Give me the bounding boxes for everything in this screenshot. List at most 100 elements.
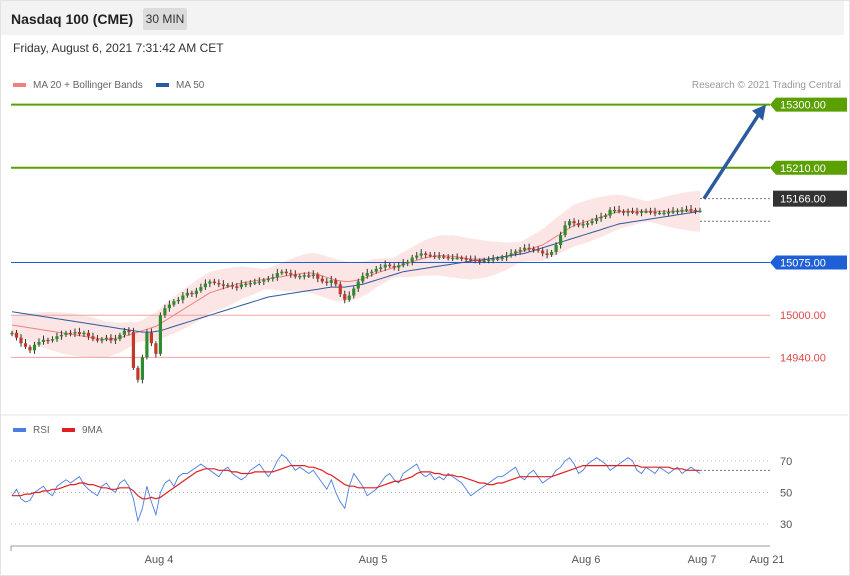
- candle-body: [253, 282, 257, 284]
- candle-body: [442, 256, 446, 258]
- candle-body: [693, 209, 698, 212]
- candle-body: [280, 271, 284, 274]
- rsi-tick-label: 70: [780, 456, 792, 468]
- candle-body: [626, 211, 630, 213]
- candle-body: [185, 292, 189, 296]
- candle-body: [446, 256, 450, 259]
- candle-body: [221, 284, 225, 286]
- candle-body: [23, 343, 28, 347]
- last-price-tag: [773, 190, 847, 207]
- candle-body: [473, 259, 477, 262]
- candle-body: [671, 211, 675, 213]
- candle-body: [662, 212, 666, 215]
- rsi-tick-label: 30: [780, 519, 792, 531]
- ma9-label: 9MA: [82, 425, 103, 436]
- candle-body: [167, 304, 171, 309]
- candle-body: [64, 332, 68, 335]
- candle-body: [406, 261, 410, 264]
- candle-body: [433, 255, 437, 258]
- target-arrow-head: [752, 104, 766, 121]
- candle-body: [55, 336, 59, 340]
- candle-body: [424, 253, 428, 255]
- rsi-ma9-line: [12, 465, 700, 500]
- candle-body: [244, 283, 248, 286]
- ma20-line: [11, 210, 700, 341]
- candle-body: [239, 284, 243, 288]
- candle-body: [621, 211, 626, 213]
- x-tick-label: Aug 4: [145, 554, 174, 566]
- rsi-line: [11, 453, 701, 523]
- x-tick-label: Aug 5: [359, 554, 388, 566]
- candle-body: [365, 273, 369, 276]
- legend-ma50: MA 50: [156, 80, 204, 91]
- candle-body: [410, 257, 414, 262]
- pivot-tag: [770, 255, 847, 270]
- target-tag: [770, 97, 847, 112]
- candle-body: [37, 341, 41, 345]
- candle-body: [401, 263, 405, 266]
- candle-body: [545, 253, 549, 255]
- candle-body: [648, 211, 653, 213]
- bollinger-band: [12, 190, 700, 358]
- candle-body: [212, 281, 216, 284]
- candle-body: [603, 215, 608, 218]
- candle-body: [576, 223, 581, 226]
- candle-body: [563, 225, 567, 236]
- candle-body: [680, 209, 684, 212]
- candle-body: [86, 332, 91, 337]
- last-price-label: 15166.00: [780, 194, 826, 206]
- candle-body: [500, 257, 504, 260]
- candle-body: [68, 332, 73, 335]
- legend-ma20: MA 20 + Bollinger Bands: [13, 80, 143, 91]
- legend-rsi: RSI: [13, 425, 50, 436]
- candle-body: [316, 274, 320, 279]
- candle-body: [612, 209, 617, 212]
- candle-body: [469, 259, 473, 261]
- candle-body: [100, 339, 104, 341]
- candle-body: [630, 211, 635, 213]
- resistance-label: 15210.00: [780, 163, 826, 175]
- candle-body: [59, 334, 64, 337]
- ma50-swatch: [156, 83, 169, 88]
- target-arrow-shaft: [702, 111, 762, 200]
- candle-body: [451, 257, 455, 260]
- candle-body: [383, 264, 387, 268]
- chart-datetime: Friday, August 6, 2021 7:31:42 AM CET: [13, 41, 224, 55]
- candle-body: [32, 344, 37, 351]
- candle-body: [599, 216, 603, 219]
- candle-body: [635, 212, 639, 214]
- candle-body: [275, 273, 279, 278]
- candle-body: [428, 254, 432, 257]
- candle-body: [559, 235, 563, 245]
- candle-body: [509, 253, 513, 256]
- candle-body: [536, 249, 540, 251]
- candle-body: [10, 332, 14, 335]
- candle-body: [91, 336, 95, 340]
- candle-body: [136, 367, 140, 380]
- candle-body: [532, 248, 536, 251]
- candle-body: [370, 271, 374, 274]
- candle-body: [392, 266, 396, 268]
- candle-body: [113, 339, 118, 341]
- candle-body: [154, 343, 158, 354]
- candle-body: [176, 299, 180, 302]
- candle-body: [581, 223, 585, 226]
- candle-body: [347, 295, 351, 300]
- ma50-line: [11, 210, 701, 333]
- credit-text: Research © 2021 Trading Central: [691, 80, 841, 91]
- candle-body: [73, 332, 77, 334]
- candle-body: [208, 281, 212, 284]
- candle-body: [698, 210, 702, 213]
- legend-9ma: 9MA: [62, 425, 103, 436]
- rsi-swatch: [13, 428, 26, 433]
- candle-body: [122, 330, 127, 335]
- candle-body: [550, 252, 554, 255]
- candle-body: [325, 281, 329, 284]
- candle-body: [419, 253, 423, 256]
- interval-badge[interactable]: 30 MIN: [143, 8, 187, 30]
- candle-body: [478, 260, 482, 262]
- candle-body: [190, 292, 194, 295]
- candle-body: [203, 283, 207, 288]
- candle-body: [248, 282, 252, 285]
- candle-body: [514, 251, 518, 254]
